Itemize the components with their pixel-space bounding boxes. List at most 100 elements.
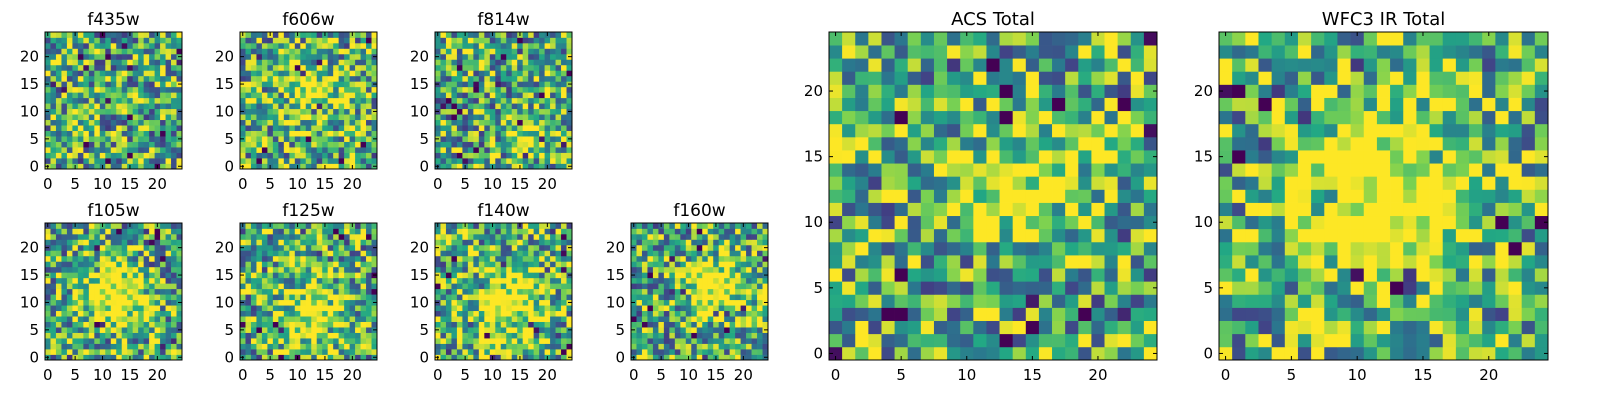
heatmap-cell bbox=[99, 239, 106, 246]
heatmap-cell bbox=[338, 244, 345, 251]
heatmap-cell bbox=[278, 250, 285, 257]
heatmap-cell bbox=[116, 158, 123, 164]
heatmap-cell bbox=[746, 332, 752, 339]
heatmap-cell bbox=[702, 338, 709, 344]
heatmap-cell bbox=[305, 163, 312, 170]
heatmap-cell bbox=[77, 261, 84, 268]
heatmap-cell bbox=[160, 97, 166, 104]
heatmap-cell bbox=[517, 239, 524, 246]
heatmap-cell bbox=[440, 163, 447, 170]
heatmap-cell bbox=[138, 294, 144, 301]
heatmap-cell bbox=[267, 288, 274, 295]
heatmap-cell bbox=[127, 130, 134, 137]
heatmap-cell bbox=[278, 108, 285, 115]
heatmap-cell bbox=[478, 266, 485, 273]
heatmap-cell bbox=[132, 283, 139, 290]
heatmap-cell bbox=[261, 70, 268, 77]
heatmap-cell bbox=[256, 136, 263, 142]
heatmap-cell bbox=[445, 288, 452, 295]
heatmap-cell bbox=[300, 223, 307, 229]
heatmap-cell bbox=[305, 141, 312, 148]
heatmap-cell bbox=[511, 233, 518, 240]
heatmap-cell bbox=[360, 141, 367, 148]
heatmap-cell bbox=[256, 255, 263, 262]
heatmap-cell bbox=[484, 349, 491, 355]
heatmap-cell bbox=[261, 321, 268, 328]
heatmap-cell bbox=[250, 343, 257, 350]
heatmap-cell bbox=[440, 125, 447, 131]
heatmap-cell bbox=[283, 233, 290, 240]
heatmap-cell bbox=[72, 327, 79, 333]
heatmap-cell bbox=[305, 244, 312, 251]
heatmap-cell bbox=[355, 288, 361, 295]
heatmap-cell bbox=[366, 294, 372, 301]
heatmap-cell bbox=[267, 250, 274, 257]
heatmap-cell bbox=[294, 327, 301, 333]
heatmap-cell bbox=[143, 349, 150, 355]
heatmap-cell bbox=[61, 305, 68, 312]
heatmap-cell bbox=[561, 228, 567, 235]
heatmap-cell bbox=[99, 158, 106, 164]
heatmap-cell bbox=[1038, 189, 1053, 203]
heatmap-cell bbox=[528, 244, 534, 251]
heatmap-cell bbox=[462, 103, 469, 110]
heatmap-cell bbox=[66, 255, 73, 262]
heatmap-cell bbox=[533, 119, 540, 126]
heatmap-cell bbox=[138, 37, 144, 44]
heatmap-cell bbox=[522, 233, 529, 240]
heatmap-cell bbox=[127, 152, 134, 159]
heatmap-cell bbox=[278, 119, 285, 126]
heatmap-cell bbox=[143, 53, 150, 60]
heatmap-cell bbox=[707, 223, 714, 229]
heatmap-cell bbox=[61, 244, 68, 251]
heatmap-cell bbox=[555, 228, 562, 235]
heatmap-cell bbox=[311, 283, 318, 290]
heatmap-cell bbox=[311, 92, 318, 99]
heatmap-cell bbox=[349, 283, 356, 290]
heatmap-cell bbox=[445, 277, 452, 284]
heatmap-cell bbox=[176, 239, 183, 246]
heatmap-cell bbox=[707, 228, 714, 235]
heatmap-cell bbox=[99, 86, 106, 93]
heatmap-cell bbox=[907, 228, 922, 243]
heatmap-cell bbox=[1143, 294, 1158, 308]
heatmap-cell bbox=[500, 228, 507, 235]
heatmap-cell bbox=[61, 86, 68, 93]
heatmap-cell bbox=[294, 103, 301, 110]
heatmap-cell bbox=[245, 305, 252, 312]
heatmap-cell bbox=[478, 125, 485, 131]
x-tick-label: 5 bbox=[70, 175, 80, 193]
x-tick-label: 0 bbox=[238, 175, 248, 193]
heatmap-cell bbox=[729, 338, 736, 344]
heatmap-cell bbox=[176, 266, 183, 273]
heatmap-cell bbox=[77, 349, 84, 355]
y-tick-label: 0 bbox=[224, 157, 234, 175]
heatmap-cell bbox=[143, 125, 150, 131]
heatmap-cell bbox=[72, 310, 79, 317]
heatmap-cell bbox=[300, 239, 307, 246]
heatmap-cell bbox=[522, 321, 529, 328]
heatmap-cell bbox=[751, 338, 758, 344]
heatmap-cell bbox=[77, 86, 84, 93]
heatmap-cell bbox=[283, 53, 290, 60]
heatmap-cell bbox=[729, 321, 736, 328]
x-tick-label: 15 bbox=[120, 366, 139, 384]
heatmap-cell bbox=[544, 119, 551, 126]
heatmap-cell bbox=[947, 294, 961, 308]
heatmap-cell bbox=[105, 349, 112, 355]
heatmap-cell bbox=[338, 136, 345, 142]
heatmap-cell bbox=[533, 81, 540, 88]
heatmap-cell bbox=[55, 272, 62, 279]
heatmap-cell bbox=[316, 136, 323, 142]
heatmap-cell bbox=[691, 310, 698, 317]
heatmap-cell bbox=[355, 125, 361, 131]
heatmap-cell bbox=[907, 281, 922, 295]
heatmap-cell bbox=[495, 81, 502, 88]
heatmap-cell bbox=[143, 114, 150, 121]
heatmap-cell bbox=[544, 141, 551, 148]
heatmap-cell bbox=[718, 321, 725, 328]
x-tick-label: 20 bbox=[538, 366, 557, 384]
heatmap-cell bbox=[680, 349, 687, 355]
heatmap-cell bbox=[500, 75, 507, 82]
